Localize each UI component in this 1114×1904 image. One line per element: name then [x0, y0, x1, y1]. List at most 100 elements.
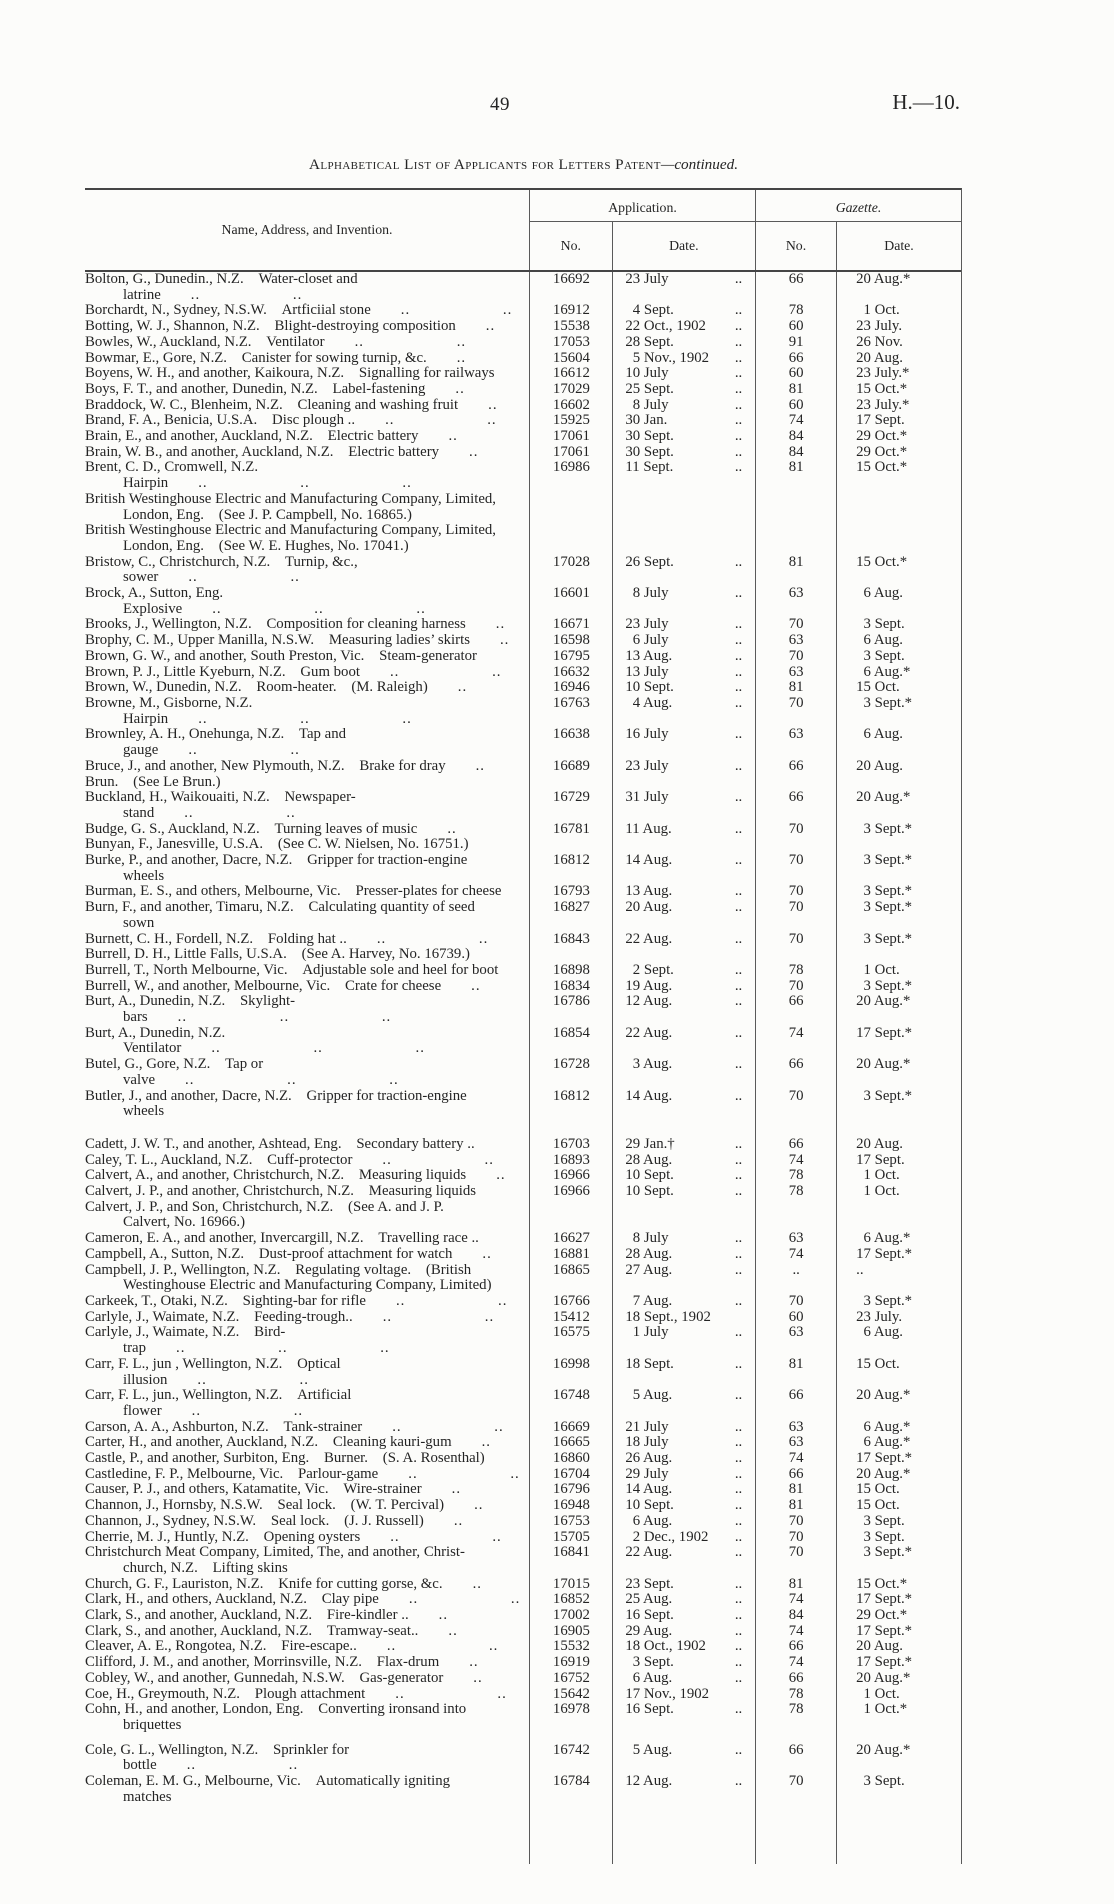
- page-header: 49 H.—10.: [85, 90, 962, 122]
- entry-text: Carkeek, T., Otaki, N.Z. Sighting-bar fo…: [85, 1293, 508, 1309]
- cell-gazette-no: 91: [756, 334, 838, 351]
- cell-gazette-date: 15 Oct.*: [856, 553, 908, 570]
- cell-name-address-invention: Carr, F. L., jun , Wellington, N.Z. Opti…: [85, 1356, 531, 1389]
- column-header-application-date: Date.: [669, 238, 699, 253]
- table-row: Channon, J., Sydney, N.S.W. Seal lock. (…: [85, 1513, 961, 1530]
- cell-name-address-invention: Budge, G. S., Auckland, N.Z. Turning lea…: [85, 821, 531, 838]
- cell-application-date: 6 Aug...: [613, 1670, 757, 1687]
- column-header-name-address-invention: Name, Address, and Invention.: [85, 190, 530, 270]
- cell-gazette-date: 3 Sept.*: [856, 1087, 913, 1104]
- cell-gazette-date: 1 Oct.: [856, 1167, 900, 1184]
- entry-continuation: wheels: [123, 867, 165, 884]
- cell-application-no: 17028: [530, 554, 614, 587]
- dot-leader: .. .. ..: [185, 1071, 399, 1088]
- entry-text: Brooks, J., Wellington, N.Z. Composition…: [85, 616, 506, 633]
- dot-leader: ..: [488, 396, 498, 413]
- application-date-dots: ..: [734, 1638, 743, 1655]
- cell-application-no: 16978: [530, 1701, 614, 1734]
- cell-application-date: 26 Aug...: [613, 1450, 757, 1467]
- cell-application-no: 16966: [530, 1168, 614, 1185]
- cell-application-date: 13 Aug...: [613, 648, 757, 665]
- cell-application-no: 16865: [530, 1262, 614, 1294]
- column-group-application: Application. No. Date.: [530, 190, 756, 270]
- cell-application-no: 16728: [530, 1056, 614, 1089]
- cell-name-address-invention: Cleaver, A. E., Rongotea, N.Z. Fire-esca…: [85, 1639, 531, 1656]
- cell-gazette-no: 70: [756, 695, 838, 728]
- cell-gazette-no: [756, 837, 838, 854]
- entry-text: Brain, W. B., and another, Auckland, N.Z…: [85, 443, 479, 460]
- cell-application-no: 16752: [530, 1670, 614, 1687]
- entry-text: Caley, T. L., Auckland, N.Z. Cuff-protec…: [85, 1151, 494, 1168]
- cell-gazette-no: 63: [756, 632, 838, 649]
- cell-gazette-date: 6 Aug.*: [856, 1230, 911, 1247]
- table-row: Calvert, J. P., and Son, Christchurch, N…: [85, 1199, 961, 1232]
- entry-text: Brown, W., Dunedin, N.Z. Room-heater. (M…: [85, 679, 468, 696]
- application-date-text: 10 Sept.: [625, 1183, 674, 1200]
- cell-gazette-date: 3 Sept.*: [856, 820, 913, 837]
- cell-application-date: 7 Aug...: [613, 1293, 757, 1310]
- dot-leader: .. ..: [395, 1685, 507, 1702]
- cell-application-date: 19 Aug...: [613, 978, 757, 995]
- entry-text: Braddock, W. C., Blenheim, N.Z. Cleaning…: [85, 396, 498, 413]
- table-row: Castle, P., and another, Surbiton, Eng. …: [85, 1450, 961, 1467]
- application-date-dots: ..: [734, 1418, 743, 1435]
- application-date-text: 8 July: [625, 1230, 669, 1247]
- cell-gazette-date: 17 Sept.*: [856, 1450, 913, 1467]
- cell-application-date: 23 July..: [613, 617, 757, 634]
- application-date-text: 17 Nov., 1902: [625, 1685, 710, 1702]
- table-row: Clark, S., and another, Auckland, N.Z. T…: [85, 1622, 961, 1640]
- page-title: Alphabetical List of Applicants for Lett…: [85, 156, 962, 174]
- cell-gazette-date: 15 Oct.: [856, 1481, 900, 1498]
- cell-application-date: 28 Aug...: [613, 1152, 757, 1169]
- entry-text: Brownley, A. H., Onehunga, N.Z. Tap and …: [85, 726, 347, 759]
- application-date-text: 27 Aug.: [625, 1261, 673, 1278]
- cell-name-address-invention: Burman, E. S., and others, Melbourne, Vi…: [85, 884, 531, 901]
- application-date-text: 11 Aug.: [625, 820, 672, 837]
- dot-leader: ..: [455, 380, 465, 397]
- cell-name-address-invention: Brown, G. W., and another, South Preston…: [85, 648, 531, 665]
- table-row: Christchurch Meat Company, Limited, The,…: [85, 1544, 961, 1577]
- cell-gazette-date: 15 Oct.: [856, 679, 900, 696]
- table-row: Carlyle, J., Waimate, N.Z. Feeding-troug…: [85, 1309, 961, 1326]
- entry-text: Burn, F., and another, Timaru, N.Z. Calc…: [85, 899, 475, 916]
- cell-gazette-date: 17 Sept.*: [856, 1622, 913, 1639]
- cell-gazette-date: 3 Sept.: [856, 647, 905, 664]
- cell-application-no: 17053: [530, 334, 614, 351]
- application-date-text: 10 Sept.: [625, 679, 674, 696]
- cell-application-no: 16704: [530, 1466, 614, 1483]
- table-row: Campbell, A., Sutton, N.Z. Dust-proof at…: [85, 1246, 961, 1263]
- table-row: Cole, G. L., Wellington, N.Z. Sprinkler …: [85, 1733, 961, 1775]
- group-label-application: Application.: [530, 190, 755, 222]
- application-date-text: 21 July: [625, 1418, 669, 1435]
- application-date-text: 30 Sept.: [625, 428, 674, 445]
- cell-name-address-invention: Burrell, W., and another, Melbourne, Vic…: [85, 978, 531, 995]
- cell-gazette-no: 70: [756, 978, 838, 995]
- cell-application-date: 10 Sept...: [613, 1183, 757, 1200]
- cell-gazette-date: 23 July.*: [856, 365, 910, 382]
- cell-name-address-invention: Castledine, F. P., Melbourne, Vic. Parlo…: [85, 1466, 531, 1483]
- cell-application-no: 17061: [530, 444, 614, 461]
- table-row: Botting, W. J., Shannon, N.Z. Blight-des…: [85, 318, 961, 335]
- entry-text: Cole, G. L., Wellington, N.Z. Sprinkler …: [85, 1741, 350, 1774]
- cell-application-no: 16795: [530, 648, 614, 665]
- cell-application-no: [530, 491, 614, 524]
- cell-application-no: 16793: [530, 884, 614, 901]
- cell-application-date: 29 Jan.†..: [613, 1119, 757, 1153]
- entry-text: Carlyle, J., Waimate, N.Z. Bird-trap.. .…: [85, 1324, 390, 1357]
- cell-name-address-invention: Christchurch Meat Company, Limited, The,…: [85, 1545, 531, 1577]
- cell-application-no: 16919: [530, 1654, 614, 1671]
- cell-name-address-invention: Castle, P., and another, Surbiton, Eng. …: [85, 1450, 531, 1467]
- cell-gazette-date: 3 Sept.*: [856, 1544, 913, 1561]
- cell-name-address-invention: Brooks, J., Wellington, N.Z. Composition…: [85, 616, 531, 634]
- cell-gazette-no: 70: [756, 1513, 838, 1530]
- cell-application-no: 16912: [530, 303, 614, 320]
- cell-gazette-date: 6 Aug.*: [856, 1434, 911, 1451]
- cell-application-no: 16796: [530, 1482, 614, 1499]
- cell-name-address-invention: Carson, A. A., Ashburton, N.Z. Tank-stra…: [85, 1419, 531, 1436]
- cell-name-address-invention: Brophy, C. M., Upper Manilla, N.S.W. Mea…: [85, 632, 531, 649]
- cell-application-no: 16841: [530, 1544, 614, 1577]
- table-row: Clark, H., and others, Auckland, N.Z. Cl…: [85, 1592, 961, 1609]
- application-date-dots: ..: [734, 585, 743, 602]
- application-date-text: 6 July: [625, 632, 669, 649]
- application-date-text: 31 July: [625, 789, 669, 806]
